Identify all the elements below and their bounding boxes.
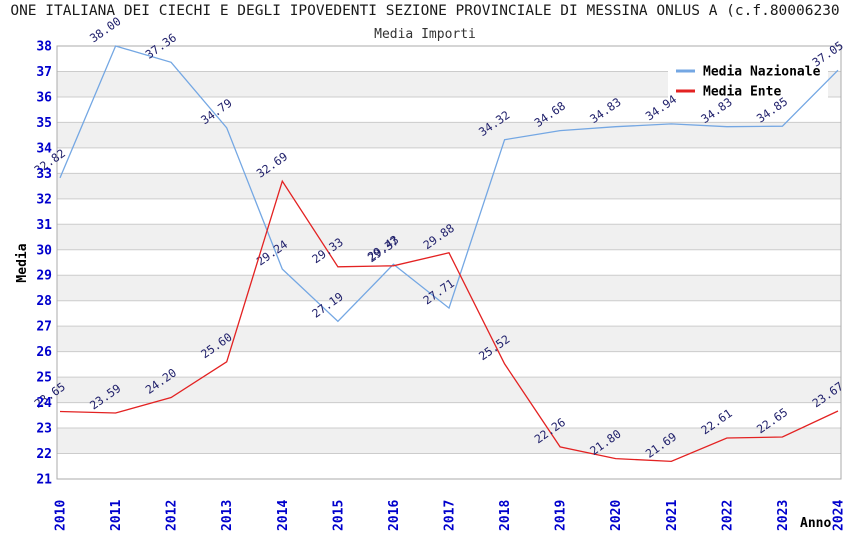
- plot-stripe: [57, 147, 841, 174]
- chart-entity-title: ONE ITALIANA DEI CIECHI E DEGLI IPOVEDEN…: [10, 3, 840, 19]
- plot-stripe: [57, 428, 841, 454]
- media-nazionale-line: [59, 45, 839, 323]
- chart-subtitle: Media Importi: [374, 27, 476, 42]
- y-tick-label: 30: [36, 243, 52, 258]
- plot-stripe: [57, 122, 841, 148]
- legend-label-media-ente: Media Ente: [703, 85, 781, 100]
- y-tick-label: 31: [36, 218, 52, 233]
- plot-stripe: [57, 326, 841, 352]
- plot-stripe: [57, 351, 841, 378]
- x-tick-label: 2013: [220, 500, 235, 531]
- y-tick-label: 27: [36, 320, 52, 335]
- x-tick-label: 2010: [54, 500, 69, 531]
- plot-stripe: [57, 402, 841, 429]
- x-tick-label: 2021: [665, 500, 680, 531]
- x-tick-label: 2022: [720, 500, 735, 531]
- y-tick-label: 37: [36, 65, 52, 80]
- x-tick-label: 2014: [276, 500, 291, 531]
- y-tick-label: 24: [36, 396, 52, 411]
- x-tick-label: 2015: [331, 500, 346, 531]
- x-tick-label: 2019: [554, 500, 569, 531]
- x-tick-label: 2023: [776, 500, 791, 531]
- y-tick-label: 26: [36, 345, 52, 360]
- y-tick-label: 29: [36, 269, 52, 284]
- y-tick-label: 35: [36, 116, 52, 131]
- y-tick-label: 33: [36, 167, 52, 182]
- y-tick-label: 25: [36, 371, 52, 386]
- legend-label-media-nazionale: Media Nazionale: [703, 65, 821, 80]
- y-tick-label: 23: [36, 422, 52, 437]
- y-axis-title: Media: [15, 243, 30, 282]
- plot-stripe: [57, 224, 841, 250]
- x-tick-label: 2024: [832, 500, 847, 531]
- plot-frame: [56, 45, 842, 480]
- y-tick-label: 21: [36, 473, 52, 488]
- x-tick-label: 2012: [165, 500, 180, 531]
- x-tick-label: 2020: [609, 500, 624, 531]
- data-label-media-nazionale: 38.00: [87, 14, 123, 45]
- plot-stripe: [57, 275, 841, 301]
- y-tick-label: 36: [36, 90, 52, 105]
- plot-stripe: [57, 173, 841, 199]
- legend-background: [668, 58, 828, 103]
- plot-stripe: [57, 453, 841, 479]
- y-tick-label: 22: [36, 447, 52, 462]
- x-tick-label: 2016: [387, 500, 402, 531]
- y-tick-label: 28: [36, 294, 52, 309]
- plot-stripe: [57, 300, 841, 327]
- x-axis-title: Anno: [800, 516, 831, 531]
- x-tick-label: 2017: [443, 500, 458, 531]
- plot-stripe: [57, 377, 841, 403]
- plot-stripe: [57, 198, 841, 225]
- y-tick-label: 38: [36, 40, 52, 55]
- y-tick-label: 32: [36, 192, 52, 207]
- y-tick-label: 34: [36, 141, 52, 156]
- x-tick-label: 2011: [109, 500, 124, 531]
- media-ente-line: [59, 179, 839, 463]
- x-tick-label: 2018: [498, 500, 513, 531]
